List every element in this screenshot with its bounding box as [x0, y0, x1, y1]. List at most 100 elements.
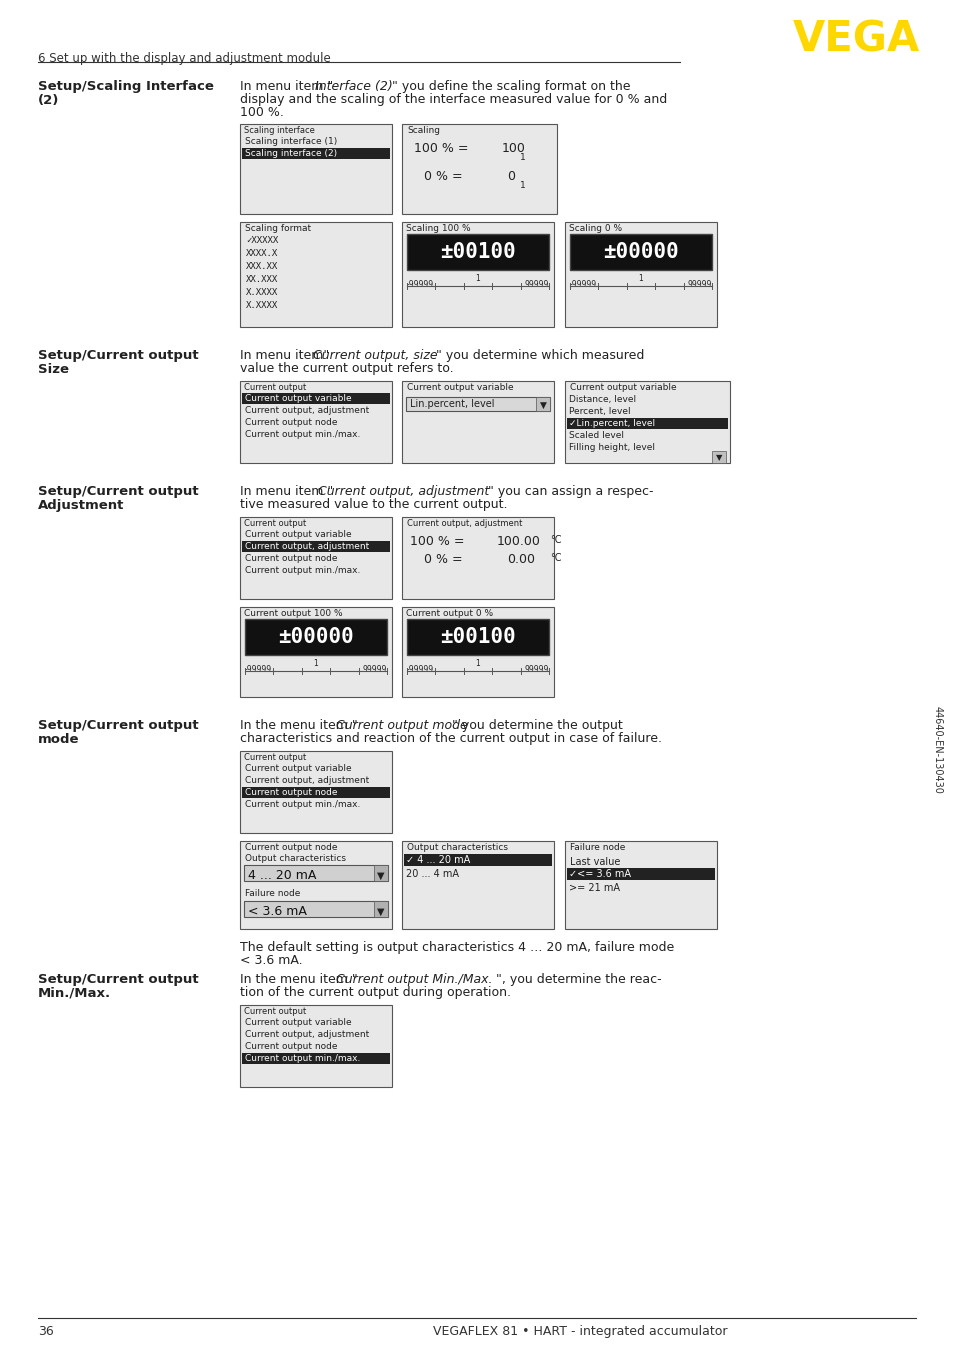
Text: " you determine which measured: " you determine which measured — [436, 349, 643, 362]
Text: 99999: 99999 — [524, 665, 548, 674]
Text: Current output mode: Current output mode — [335, 719, 467, 733]
Text: Current output: Current output — [244, 753, 306, 762]
Bar — [374, 900, 388, 917]
Text: Current output node: Current output node — [245, 1043, 337, 1051]
Bar — [240, 222, 392, 328]
Text: ±00100: ±00100 — [439, 242, 516, 263]
Text: 0 % =: 0 % = — [423, 171, 462, 183]
Bar — [240, 751, 392, 833]
Text: Scaled level: Scaled level — [568, 431, 623, 440]
Text: XX.XXX: XX.XXX — [246, 275, 278, 284]
Text: 100 % =: 100 % = — [414, 142, 468, 154]
Text: Current output, size: Current output, size — [313, 349, 437, 362]
Text: ±00000: ±00000 — [602, 242, 679, 263]
Text: Scaling 100 %: Scaling 100 % — [406, 223, 470, 233]
Text: 100: 100 — [501, 142, 525, 154]
Text: 99999: 99999 — [687, 280, 711, 288]
Text: Current output variable: Current output variable — [245, 394, 352, 403]
Text: Scaling: Scaling — [407, 126, 439, 135]
Text: " you define the scaling format on the: " you define the scaling format on the — [392, 80, 630, 93]
Bar — [564, 380, 729, 463]
Text: VEGAFLEX 81 • HART - integrated accumulator: VEGAFLEX 81 • HART - integrated accumula… — [433, 1326, 726, 1338]
Text: ▼: ▼ — [539, 401, 546, 410]
Bar — [564, 222, 717, 328]
Bar — [240, 380, 392, 463]
Text: tion of the current output during operation.: tion of the current output during operat… — [240, 986, 511, 999]
Text: 1: 1 — [519, 181, 525, 190]
Bar — [240, 1005, 392, 1087]
Text: ▼: ▼ — [376, 871, 384, 881]
Text: Current output 100 %: Current output 100 % — [244, 609, 342, 617]
Text: Current output, adjustment: Current output, adjustment — [245, 1030, 369, 1039]
Text: Current output: Current output — [244, 519, 306, 528]
Text: 0.00: 0.00 — [506, 552, 535, 566]
Text: Current output min./max.: Current output min./max. — [245, 1053, 360, 1063]
Text: Current output node: Current output node — [245, 788, 337, 798]
Text: X.XXXX: X.XXXX — [246, 288, 278, 297]
Text: Current output, adjustment: Current output, adjustment — [407, 519, 522, 528]
Text: 100.00: 100.00 — [497, 535, 540, 548]
Text: Current output variable: Current output variable — [569, 383, 676, 393]
Text: Current output min./max.: Current output min./max. — [245, 566, 360, 575]
Bar — [711, 451, 725, 463]
Text: tive measured value to the current output.: tive measured value to the current outpu… — [240, 498, 507, 510]
Text: Scaling interface (2): Scaling interface (2) — [245, 149, 336, 158]
Text: ✓Lin.percent, level: ✓Lin.percent, level — [568, 418, 655, 428]
Text: Failure node: Failure node — [245, 890, 300, 898]
Bar — [240, 125, 392, 214]
Text: Current output min./max.: Current output min./max. — [245, 800, 360, 808]
Text: 99999: 99999 — [524, 280, 548, 288]
Text: Setup/Current output: Setup/Current output — [38, 485, 198, 498]
Text: 100 %.: 100 %. — [240, 106, 284, 119]
Text: ±00100: ±00100 — [439, 627, 516, 647]
Text: Current output 0 %: Current output 0 % — [406, 609, 493, 617]
Bar — [401, 222, 554, 328]
Text: Current output, adjustment: Current output, adjustment — [245, 542, 369, 551]
Text: characteristics and reaction of the current output in case of failure.: characteristics and reaction of the curr… — [240, 733, 661, 745]
Text: The default setting is output characteristics 4 … 20 mA, failure mode: The default setting is output characteri… — [240, 941, 674, 955]
Bar — [240, 607, 392, 697]
Text: In menu item ": In menu item " — [240, 485, 333, 498]
Text: -99999: -99999 — [407, 280, 434, 288]
Text: Scaling interface (1): Scaling interface (1) — [245, 137, 337, 146]
Text: Percent, level: Percent, level — [568, 408, 630, 416]
Text: display and the scaling of the interface measured value for 0 % and: display and the scaling of the interface… — [240, 93, 666, 106]
Text: 1: 1 — [476, 274, 480, 283]
Text: 6 Set up with the display and adjustment module: 6 Set up with the display and adjustment… — [38, 51, 331, 65]
Bar — [569, 234, 711, 269]
Bar — [566, 418, 727, 429]
Text: Current output node: Current output node — [245, 844, 337, 852]
Text: >= 21 mA: >= 21 mA — [568, 883, 619, 894]
Bar — [242, 1053, 390, 1064]
Text: Min./Max.: Min./Max. — [38, 987, 111, 1001]
Text: 1: 1 — [638, 274, 642, 283]
Bar — [401, 517, 554, 598]
Text: Output characteristics: Output characteristics — [245, 854, 346, 862]
Text: 1: 1 — [519, 153, 525, 162]
Text: Current output variable: Current output variable — [245, 1018, 352, 1026]
Text: -99999: -99999 — [245, 665, 272, 674]
Text: 99999: 99999 — [362, 665, 387, 674]
Text: 1: 1 — [476, 659, 480, 668]
Text: (2): (2) — [38, 93, 59, 107]
Text: Setup/Current output: Setup/Current output — [38, 719, 198, 733]
Bar — [242, 148, 390, 158]
Bar — [244, 865, 388, 881]
Text: Current output variable: Current output variable — [245, 529, 352, 539]
Text: Current output, adjustment: Current output, adjustment — [317, 485, 489, 498]
Text: value the current output refers to.: value the current output refers to. — [240, 362, 453, 375]
Text: ✓XXXXX: ✓XXXXX — [246, 236, 278, 245]
Text: Current output Min./Max.: Current output Min./Max. — [335, 974, 492, 986]
Text: Current output node: Current output node — [245, 418, 337, 427]
Text: mode: mode — [38, 733, 79, 746]
Bar — [401, 607, 554, 697]
Text: 100 % =: 100 % = — [410, 535, 464, 548]
Text: Size: Size — [38, 363, 69, 376]
Text: " you determine the output: " you determine the output — [452, 719, 622, 733]
Text: °C: °C — [550, 552, 561, 563]
Text: 0 % =: 0 % = — [423, 552, 462, 566]
Bar — [244, 900, 388, 917]
Text: Current output variable: Current output variable — [245, 764, 352, 773]
Text: Adjustment: Adjustment — [38, 500, 124, 512]
Text: Interface (2): Interface (2) — [314, 80, 393, 93]
